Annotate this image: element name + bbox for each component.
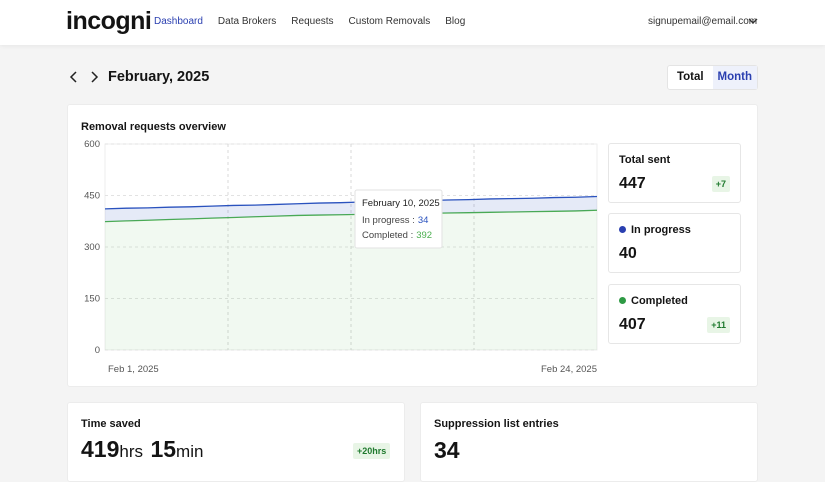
y-tick-label: 300 xyxy=(84,242,100,253)
nav-link[interactable]: Custom Removals xyxy=(348,16,431,27)
next-icon xyxy=(91,71,99,83)
time-value: 419hrs 15min xyxy=(81,436,203,463)
stat-value: 40 xyxy=(619,245,637,262)
stat-title: Total sent xyxy=(619,154,671,166)
chevron-icon xyxy=(748,18,758,24)
tooltip-row: Completed :392 xyxy=(362,230,432,241)
account-chevron[interactable] xyxy=(748,16,758,26)
suppression-value: 34 xyxy=(434,437,460,463)
hours: 419 xyxy=(81,436,120,462)
nav-link[interactable]: Dashboard xyxy=(154,16,203,27)
series-line xyxy=(104,209,598,223)
stat-card: Total sent 447 +7 xyxy=(608,143,741,203)
x-tick-label: Feb 24, 2025 xyxy=(541,364,597,375)
top-nav: incogni Dashboard Data Brokers Requests … xyxy=(0,0,825,45)
nav-link[interactable]: Data Brokers xyxy=(217,16,277,27)
nav-link[interactable]: Requests xyxy=(291,16,334,27)
tooltip-label: In progress : xyxy=(362,215,415,226)
legend-dot xyxy=(619,226,626,233)
time-saved-card: Time saved 419hrs 15min +20hrs xyxy=(67,402,405,482)
stat-header: In progress xyxy=(619,224,691,236)
tooltip-value: 34 xyxy=(418,215,429,226)
prev-icon xyxy=(69,71,77,83)
tooltip-value: 392 xyxy=(416,230,432,241)
stat-value: 407 xyxy=(619,316,646,333)
card-title: Time saved xyxy=(81,418,141,430)
legend-dot xyxy=(619,297,626,304)
tooltip-date: February 10, 2025 xyxy=(362,198,440,209)
minutes: 15 xyxy=(150,436,177,462)
tooltip-label: Completed : xyxy=(362,230,413,241)
next-button[interactable] xyxy=(89,71,99,83)
tooltip-row: In progress :34 xyxy=(362,215,428,226)
series-line xyxy=(104,195,598,210)
prev-button[interactable] xyxy=(69,71,79,83)
y-tick-label: 600 xyxy=(84,139,100,150)
x-tick-label: Feb 1, 2025 xyxy=(108,364,159,375)
nav-link[interactable]: Blog xyxy=(445,16,466,27)
series-area xyxy=(105,196,597,222)
period-toggle: Total Month xyxy=(667,65,758,90)
card-title: Removal requests overview xyxy=(81,121,226,133)
stat-value: 447 xyxy=(619,175,646,192)
time-delta: +20hrs xyxy=(353,443,391,459)
tooltip: February 10, 2025 In progress :34 Complete… xyxy=(354,189,443,249)
y-tick-label: 450 xyxy=(84,191,100,202)
toggle-option[interactable]: Month xyxy=(712,66,757,89)
tooltip-box xyxy=(354,189,443,249)
stat-card: In progress 40 xyxy=(608,213,741,273)
toggle-option[interactable]: Total xyxy=(676,71,704,83)
stat-title: Completed xyxy=(631,295,688,307)
y-tick-label: 0 xyxy=(95,345,100,356)
suppression-card: Suppression list entries 34 xyxy=(420,402,758,482)
card-title: Suppression list entries xyxy=(434,418,559,430)
stat-header: Completed xyxy=(619,295,688,307)
logo[interactable]: incogni xyxy=(66,7,152,35)
hours-unit: hrs xyxy=(119,442,143,461)
account[interactable]: signupemail@email.com xyxy=(648,16,758,27)
stat-title: In progress xyxy=(631,224,691,236)
y-tick-label: 150 xyxy=(84,294,100,305)
minutes-unit: min xyxy=(176,442,204,461)
stat-delta: +11 xyxy=(707,317,730,333)
chart: 0 150 300 450 600 Feb 1, 2025 Feb 24, 2025 Febr… xyxy=(84,139,598,375)
stat-card: Completed 407 +11 xyxy=(608,284,741,344)
period-label: February, 2025 xyxy=(108,69,210,85)
series-area xyxy=(105,210,597,350)
stat-delta: +7 xyxy=(711,176,730,192)
nav-links: Dashboard Data Brokers Requests Custom R… xyxy=(154,16,465,27)
